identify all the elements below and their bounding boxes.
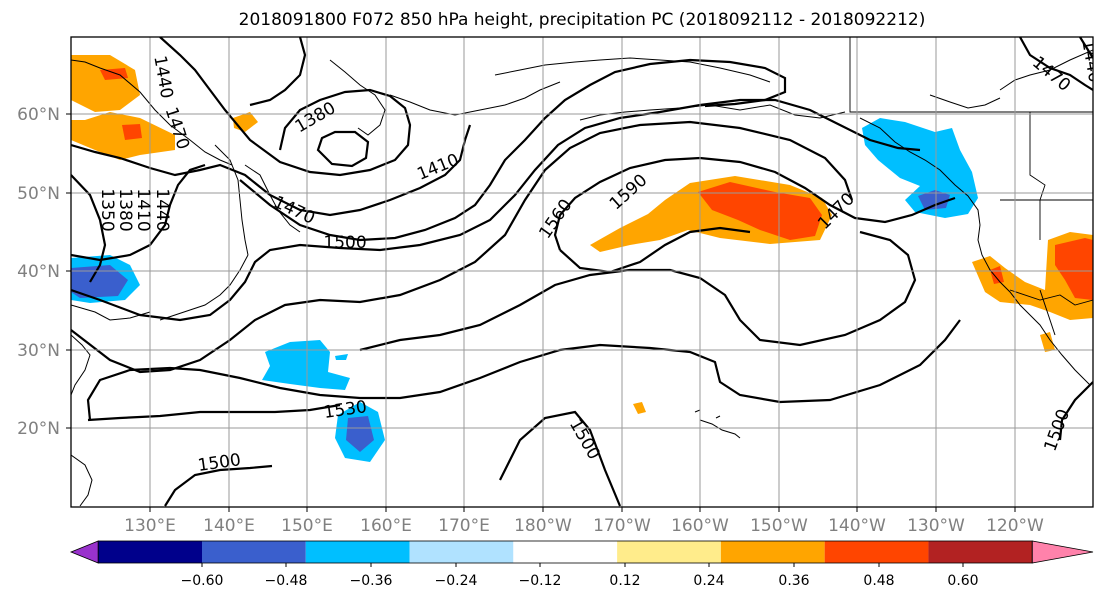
x-tick-label: 160°E bbox=[360, 516, 412, 536]
precip-strong-region bbox=[698, 182, 822, 240]
contour-label: 1380 bbox=[292, 98, 339, 137]
contour-label: 1500 bbox=[323, 233, 366, 253]
precip-strong-region bbox=[122, 124, 142, 140]
colorbar-tick-label: −0.24 bbox=[435, 573, 478, 589]
colorbar-cell bbox=[98, 541, 202, 563]
colorbar-tick-label: 0.36 bbox=[778, 573, 809, 589]
precip-negative-region bbox=[262, 340, 350, 390]
map-area: 1440 1470 1380 1410 1470 1500 1350 1380 … bbox=[71, 37, 1104, 507]
x-tick-label: 160°W bbox=[671, 516, 729, 536]
y-axis-labels: 20°N 30°N 40°N 50°N 60°N bbox=[17, 105, 60, 439]
colorbar-cell bbox=[928, 541, 1033, 563]
colorbar-tick-label: 0.48 bbox=[863, 573, 894, 589]
colorbar-cell bbox=[202, 541, 306, 563]
precip-negative-region bbox=[862, 118, 978, 218]
y-tick-label: 50°N bbox=[17, 184, 60, 204]
x-tick-label: 140°E bbox=[203, 516, 255, 536]
colorbar-cell bbox=[305, 541, 410, 563]
contour-label: 1410 bbox=[133, 188, 153, 231]
x-tick-label: 130°W bbox=[907, 516, 965, 536]
contour-label: 1500 bbox=[196, 450, 242, 476]
colorbar-extend-low bbox=[69, 540, 99, 564]
x-tick-label: 150°E bbox=[281, 516, 333, 536]
y-tick-label: 20°N bbox=[17, 419, 60, 439]
colorbar-tick-label: −0.60 bbox=[181, 573, 224, 589]
colorbar-cell bbox=[617, 541, 721, 563]
y-tick-label: 60°N bbox=[17, 105, 60, 125]
colorbar-cell bbox=[409, 541, 514, 563]
colorbar-ticks bbox=[201, 563, 964, 567]
x-tick-label: 130°E bbox=[124, 516, 176, 536]
colorbar-tick-label: 0.12 bbox=[609, 573, 640, 589]
x-axis-labels: 130°E 140°E 150°E 160°E 170°E 180°W 170°… bbox=[124, 516, 1044, 536]
precip-negative-strong-region bbox=[918, 190, 950, 210]
precip-negative-region bbox=[335, 354, 348, 360]
x-tick-label: 120°W bbox=[986, 516, 1044, 536]
y-tick-label: 40°N bbox=[17, 262, 60, 282]
precip-strong-region bbox=[100, 68, 128, 80]
x-tick-label: 150°W bbox=[750, 516, 808, 536]
map-frame bbox=[70, 36, 1094, 508]
contour-label: 1350 bbox=[97, 188, 117, 231]
contour-label: 1440 bbox=[149, 54, 176, 100]
contour-label: 1470 bbox=[270, 192, 318, 228]
axis-ticks bbox=[66, 113, 1016, 512]
colorbar-cell bbox=[513, 541, 618, 563]
contour-label: 1500 bbox=[1041, 407, 1075, 454]
precip-negative-strong-region bbox=[71, 265, 128, 298]
colorbar-tick-label: −0.12 bbox=[519, 573, 562, 589]
contour-label: 1440 bbox=[1077, 38, 1104, 84]
colorbar-tick-label: −0.36 bbox=[350, 573, 393, 589]
height-contours bbox=[71, 37, 1093, 507]
colorbar-cell bbox=[824, 541, 929, 563]
colorbar-cell bbox=[720, 541, 825, 563]
figure-title: 2018091800 F072 850 hPa height, precipit… bbox=[239, 10, 926, 30]
gridlines bbox=[71, 37, 1093, 507]
colorbar-tick-label: 0.24 bbox=[693, 573, 724, 589]
contour-label: 1440 bbox=[152, 188, 172, 231]
colorbar-tick-label: 0.60 bbox=[947, 573, 978, 589]
y-tick-label: 30°N bbox=[17, 341, 60, 361]
x-tick-label: 170°W bbox=[593, 516, 651, 536]
colorbar-cells bbox=[69, 540, 1094, 564]
precip-positive-region bbox=[633, 402, 646, 414]
colorbar-outline bbox=[97, 540, 1033, 564]
x-tick-label: 180°W bbox=[514, 516, 572, 536]
x-tick-label: 140°W bbox=[828, 516, 886, 536]
precip-negative-strong-region bbox=[346, 416, 374, 452]
precip-shading bbox=[71, 55, 1093, 462]
precip-positive-region bbox=[233, 112, 258, 132]
precip-strong-region bbox=[1055, 238, 1093, 300]
colorbar-labels: −0.60 −0.48 −0.36 −0.24 −0.12 0.12 0.24 … bbox=[181, 573, 979, 589]
contour-label: 1500 bbox=[565, 416, 604, 463]
contour-labels: 1440 1470 1380 1410 1470 1500 1350 1380 … bbox=[97, 38, 1104, 476]
colorbar-tick-label: −0.48 bbox=[265, 573, 308, 589]
x-tick-label: 170°E bbox=[438, 516, 490, 536]
precip-positive-region bbox=[1040, 332, 1055, 352]
precip-positive-region bbox=[71, 112, 175, 160]
colorbar-extend-high bbox=[1031, 540, 1094, 564]
contour-label: 1380 bbox=[115, 188, 135, 231]
colorbar: −0.60 −0.48 −0.36 −0.24 −0.12 0.12 0.24 … bbox=[69, 540, 1094, 589]
